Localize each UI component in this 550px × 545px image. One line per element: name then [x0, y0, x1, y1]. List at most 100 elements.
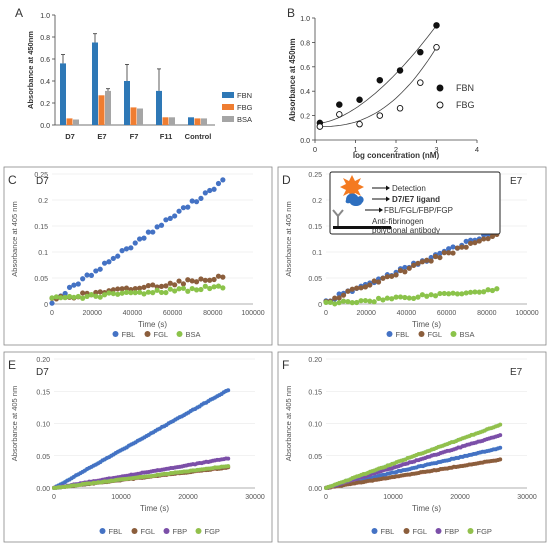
- c-point-fbl: [132, 240, 138, 246]
- c-point-fbl: [97, 266, 103, 272]
- c-point-fbl: [220, 177, 226, 183]
- d-point-fgl: [467, 240, 474, 246]
- d-x-tick-label: 20000: [356, 310, 376, 317]
- b-point-fbn: [336, 101, 343, 108]
- d-point-fbl: [463, 238, 469, 244]
- d-point-fgl: [406, 265, 412, 271]
- c-point-fgl: [145, 283, 151, 289]
- c-point-bsa: [150, 290, 156, 296]
- e-legend-marker-fbp: [163, 528, 170, 534]
- c-point-bsa: [101, 292, 108, 298]
- c-x-tick-label: 100000: [241, 310, 264, 317]
- d-point-bsa: [467, 289, 474, 295]
- e-legend-marker-fgp: [195, 528, 202, 534]
- b-y-axis-label: Absorbance at 450nm: [288, 38, 297, 121]
- d-point-bsa: [397, 294, 404, 300]
- c-point-fgl: [137, 285, 143, 291]
- c-point-fbl: [198, 195, 204, 201]
- c-point-fgl: [211, 276, 217, 283]
- d-point-fgl: [459, 244, 465, 250]
- d-point-bsa: [375, 295, 382, 301]
- c-point-bsa: [71, 294, 77, 300]
- d-point-bsa: [358, 298, 364, 304]
- c-y-tick-label: 0.2: [38, 198, 48, 205]
- b-point-fbn: [433, 22, 440, 29]
- a-bar-fbg: [194, 118, 201, 125]
- d-point-bsa: [389, 296, 395, 302]
- c-point-bsa: [202, 283, 208, 289]
- c-point-fbl: [145, 229, 151, 235]
- d-point-fgl: [437, 254, 443, 261]
- c-point-fbl: [66, 284, 73, 290]
- f-legend-marker-fbp: [435, 528, 442, 534]
- d-point-bsa: [323, 299, 329, 305]
- f-point-fgp: [498, 422, 503, 427]
- d-point-fgl: [389, 273, 395, 279]
- e-y-tick-label: 0.20: [36, 357, 50, 364]
- c-point-bsa: [141, 291, 147, 297]
- b-legend-marker-fbn: [436, 84, 444, 92]
- e-legend-fbp: FBP: [173, 527, 188, 536]
- c-point-fbl: [123, 246, 130, 252]
- d-inset-detection: Detection: [392, 184, 426, 193]
- c-legend-marker-fgl: [144, 331, 151, 337]
- d-point-fgl: [411, 262, 417, 268]
- c-point-bsa: [110, 290, 116, 297]
- c-point-bsa: [185, 288, 191, 294]
- d-point-fgl: [432, 253, 439, 260]
- d-point-fgl: [362, 284, 369, 290]
- c-point-fbl: [193, 199, 200, 205]
- a-bar-bsa: [201, 118, 207, 125]
- d-point-bsa: [380, 297, 386, 303]
- c-point-fgl: [93, 289, 99, 296]
- d-point-bsa: [332, 301, 338, 307]
- c-x-tick-label: 60000: [163, 310, 183, 317]
- d-point-fgl: [450, 250, 456, 256]
- c-point-fbl: [128, 245, 134, 251]
- c-point-fgl: [163, 283, 169, 289]
- d-point-fgl: [367, 282, 373, 288]
- d-point-fgl: [349, 286, 355, 292]
- f-point-fbl: [498, 445, 503, 450]
- c-point-bsa: [53, 294, 59, 300]
- d-y-tick-label: 0.15: [308, 224, 322, 231]
- c-point-fbl: [119, 248, 125, 254]
- d-point-bsa: [415, 294, 421, 300]
- d-point-bsa: [367, 298, 373, 304]
- c-point-fgl: [115, 286, 121, 292]
- c-point-bsa: [167, 286, 173, 292]
- c-point-bsa: [49, 295, 55, 301]
- c-legend-bsa: BSA: [186, 330, 201, 339]
- e-y-tick-label: 0.10: [36, 422, 50, 429]
- c-point-bsa: [176, 286, 182, 292]
- d-y-axis-label: Absorbance at 405 nm: [284, 201, 293, 276]
- d-point-fgl: [380, 275, 386, 281]
- a-bar-bsa: [73, 119, 79, 125]
- f-x-axis-label: Time (s): [412, 504, 441, 513]
- c-legend-fgl: FGL: [154, 330, 169, 339]
- c-point-fbl: [211, 186, 217, 192]
- d-point-bsa: [340, 298, 347, 304]
- b-point-fbn: [376, 76, 384, 84]
- b-y-tick-label: 0.8: [300, 40, 310, 47]
- a-y-tick-label: 0.2: [40, 101, 50, 108]
- c-point-fgl: [167, 280, 173, 286]
- d-point-fgl: [415, 260, 421, 266]
- c-point-bsa: [189, 285, 195, 292]
- d-point-fbl: [402, 264, 408, 271]
- f-legend-marker-fgp: [467, 528, 474, 534]
- d-point-bsa: [463, 290, 469, 296]
- d-point-bsa: [384, 295, 390, 301]
- c-point-fgl: [176, 278, 182, 284]
- e-legend-fgp: FGP: [205, 527, 220, 536]
- f-y-tick-label: 0.20: [308, 357, 322, 364]
- f-legend-fbp: FBP: [445, 527, 460, 536]
- c-point-bsa: [132, 290, 138, 296]
- a-bar-fbn: [188, 117, 194, 125]
- e-legend-fbl: FBL: [109, 527, 123, 536]
- a-y-tick-label: 1.0: [40, 13, 50, 20]
- d-point-bsa: [472, 289, 478, 295]
- d-inset-ligand: D7/E7 ligand: [392, 195, 440, 204]
- c-point-fbl: [167, 215, 173, 221]
